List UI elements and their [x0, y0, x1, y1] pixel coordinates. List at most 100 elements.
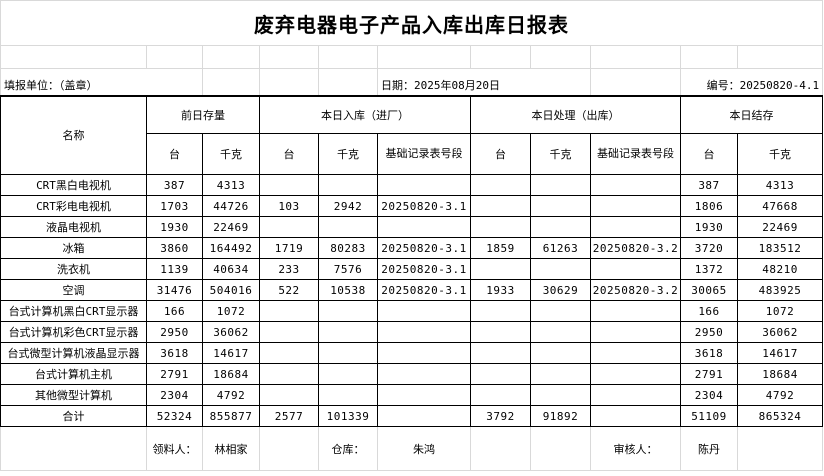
cell-out-rec [590, 195, 681, 217]
cell-out-rec [590, 363, 681, 385]
cell-out-kg: 30629 [530, 279, 591, 301]
cell-in-tai [259, 174, 319, 196]
cell-prev-kg: 36062 [202, 321, 260, 343]
cell-in-kg [318, 174, 378, 196]
cell-prev-kg: 1072 [202, 300, 260, 322]
cell-out-tai: 1859 [470, 237, 531, 259]
cell-in-kg: 101339 [318, 405, 378, 427]
cell-in-kg: 7576 [318, 258, 378, 280]
cell-prev-tai: 387 [146, 174, 203, 196]
cell-in-rec [377, 321, 471, 343]
cell-out-tai [470, 258, 531, 280]
cell-out-kg [530, 300, 591, 322]
header-unit-kg: 千克 [530, 133, 591, 175]
cell-out-tai [470, 384, 531, 406]
cell-in-rec: 20250820-3.1 [377, 237, 471, 259]
cell-out-tai [470, 321, 531, 343]
cell-in-tai [259, 363, 319, 385]
cell-in-tai: 233 [259, 258, 319, 280]
cell-out-rec: 20250820-3.2 [590, 279, 681, 301]
cell-out-rec [590, 321, 681, 343]
footer-reviewer-label: 审核人： [590, 426, 681, 471]
cell-out-kg [530, 321, 591, 343]
cell-out-tai [470, 300, 531, 322]
reporting-unit-label: 填报单位：（盖章） [0, 68, 203, 97]
table-row: CRT黑白电视机 387 4313 387 4313 [0, 174, 824, 196]
table-row: 冰箱 3860 164492 1719 80283 20250820-3.1 1859 612… [0, 237, 824, 259]
cell-prev-kg: 18684 [202, 363, 260, 385]
cell-end-kg: 14617 [736, 342, 824, 364]
table-row: 台式计算机黑白CRT显示器 166 1072 166 1072 [0, 300, 824, 322]
table-row: 液晶电视机 1930 22469 1930 22469 [0, 216, 824, 238]
cell-prev-tai: 3860 [146, 237, 203, 259]
cell-out-kg [530, 195, 591, 217]
cell-name: 台式微型计算机液晶显示器 [0, 342, 147, 364]
cell-name: 台式计算机黑白CRT显示器 [0, 300, 147, 322]
cell-prev-tai: 3618 [146, 342, 203, 364]
cell-out-kg [530, 363, 591, 385]
cell-in-tai [259, 321, 319, 343]
table-row: 其他微型计算机 2304 4792 2304 4792 [0, 384, 824, 406]
header-inbound: 本日入库（进厂） [259, 95, 471, 134]
cell-out-rec [590, 405, 681, 427]
cell-in-kg [318, 321, 378, 343]
cell-prev-kg: 14617 [202, 342, 260, 364]
cell-name: 台式计算机主机 [0, 363, 147, 385]
cell-end-kg: 22469 [736, 216, 824, 238]
cell-prev-tai: 166 [146, 300, 203, 322]
cell-end-tai: 3720 [680, 237, 738, 259]
footer-reviewer: 陈丹 [680, 426, 738, 471]
cell-out-kg [530, 258, 591, 280]
cell-end-tai: 2791 [680, 363, 738, 385]
cell-in-rec [377, 363, 471, 385]
empty-cell [736, 426, 824, 471]
cell-name: CRT彩电电视机 [0, 195, 147, 217]
cell-out-tai [470, 363, 531, 385]
report-title: 废弃电器电子产品入库出库日报表 [0, 0, 824, 46]
cell-in-tai [259, 342, 319, 364]
cell-end-kg: 4792 [736, 384, 824, 406]
cell-end-tai: 1930 [680, 216, 738, 238]
cell-end-kg: 4313 [736, 174, 824, 196]
cell-name: 合计 [0, 405, 147, 427]
header-record-number: 基础记录表号段 [377, 133, 471, 175]
cell-end-tai: 1372 [680, 258, 738, 280]
cell-prev-kg: 4313 [202, 174, 260, 196]
cell-out-rec [590, 174, 681, 196]
cell-in-kg [318, 384, 378, 406]
cell-prev-tai: 1139 [146, 258, 203, 280]
cell-end-tai: 30065 [680, 279, 738, 301]
cell-out-rec [590, 342, 681, 364]
header-unit-tai: 台 [146, 133, 203, 175]
cell-in-tai [259, 216, 319, 238]
cell-prev-kg: 504016 [202, 279, 260, 301]
footer-receiver: 林相家 [202, 426, 260, 471]
cell-out-tai [470, 174, 531, 196]
cell-prev-kg: 855877 [202, 405, 260, 427]
cell-in-rec [377, 384, 471, 406]
header-unit-tai: 台 [259, 133, 319, 175]
cell-name: 液晶电视机 [0, 216, 147, 238]
cell-prev-tai: 1703 [146, 195, 203, 217]
cell-prev-tai: 52324 [146, 405, 203, 427]
cell-out-rec [590, 216, 681, 238]
cell-in-rec [377, 300, 471, 322]
cell-in-kg [318, 342, 378, 364]
cell-prev-kg: 22469 [202, 216, 260, 238]
cell-end-tai: 1806 [680, 195, 738, 217]
cell-out-tai [470, 195, 531, 217]
table-row: CRT彩电电视机 1703 44726 103 2942 20250820-3.1 1806… [0, 195, 824, 217]
cell-end-tai: 2304 [680, 384, 738, 406]
cell-prev-tai: 2304 [146, 384, 203, 406]
cell-out-kg [530, 342, 591, 364]
cell-out-rec: 20250820-3.2 [590, 237, 681, 259]
cell-name: CRT黑白电视机 [0, 174, 147, 196]
header-record-number: 基础记录表号段 [590, 133, 681, 175]
cell-prev-tai: 2791 [146, 363, 203, 385]
header-previous-stock: 前日存量 [146, 95, 260, 134]
cell-in-rec: 20250820-3.1 [377, 195, 471, 217]
empty-cell [259, 426, 319, 471]
table-row: 台式微型计算机液晶显示器 3618 14617 3618 14617 [0, 342, 824, 364]
cell-in-kg [318, 300, 378, 322]
cell-in-tai: 2577 [259, 405, 319, 427]
